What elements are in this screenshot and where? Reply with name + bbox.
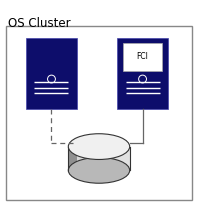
Bar bbox=[68, 147, 77, 170]
Text: OS Cluster: OS Cluster bbox=[8, 17, 70, 30]
Bar bbox=[6, 26, 192, 200]
Text: FCI: FCI bbox=[137, 52, 148, 61]
Ellipse shape bbox=[68, 158, 130, 183]
Bar bbox=[68, 147, 130, 170]
Ellipse shape bbox=[68, 134, 130, 159]
Bar bbox=[123, 43, 162, 71]
Bar bbox=[117, 38, 168, 109]
Bar bbox=[114, 147, 130, 170]
Bar bbox=[26, 38, 77, 109]
